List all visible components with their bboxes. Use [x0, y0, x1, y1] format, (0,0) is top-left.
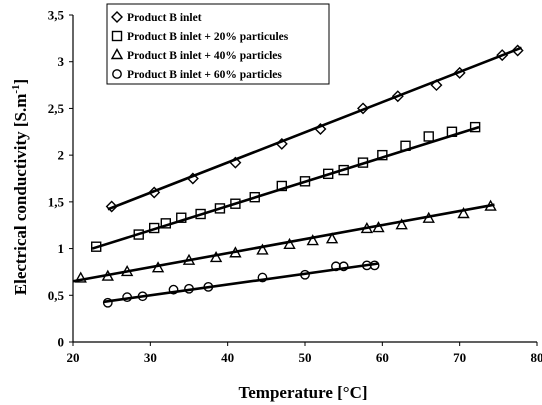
data-point-triangle: [120, 264, 134, 277]
data-point-circle: [122, 292, 133, 303]
data-point-triangle: [283, 237, 296, 250]
data-point-diamond: [357, 102, 369, 115]
x-tick-label: 70: [453, 350, 466, 365]
data-point-square: [299, 176, 311, 187]
data-point-square: [276, 180, 287, 192]
data-point-triangle: [209, 250, 223, 263]
y-axis-title: Electrical conductivity [S.m-1]: [10, 79, 30, 295]
trend-line-triangle: [72, 203, 495, 283]
data-point-square: [249, 191, 260, 203]
data-point-diamond: [186, 172, 199, 185]
legend-box: [106, 3, 330, 85]
data-point-square: [90, 241, 102, 252]
data-point-square: [195, 208, 206, 220]
x-tick-label: 20: [67, 350, 80, 365]
data-point-circle: [338, 261, 349, 272]
data-point-circle: [369, 260, 380, 271]
data-point-square: [148, 222, 160, 234]
data-point-square: [214, 203, 226, 214]
y-tick-label: 2,5: [48, 101, 65, 116]
data-point-square: [338, 164, 349, 176]
y-tick-label: 1,5: [48, 194, 65, 209]
data-point-triangle: [422, 211, 435, 223]
data-point-square: [176, 212, 187, 223]
data-point-diamond: [430, 79, 443, 92]
data-point-triangle: [306, 234, 319, 246]
legend-label: Product B inlet + 60% particles: [127, 69, 282, 81]
data-point-square: [133, 229, 144, 240]
legend: Product B inlet Product B inlet + 20% par…: [106, 3, 330, 85]
data-point-square: [423, 131, 434, 142]
data-point-square: [377, 149, 388, 161]
x-tick-label: 30: [144, 350, 157, 365]
data-point-circle: [102, 297, 113, 308]
x-tick-label: 60: [376, 350, 389, 365]
trend-lines: [72, 46, 523, 304]
legend-marker-triangle: [110, 48, 124, 60]
data-point-square: [446, 126, 458, 137]
data-point-triangle: [74, 271, 87, 283]
data-point-diamond: [511, 44, 524, 57]
y-axis-title-main: Electrical conductivity [S.m: [11, 94, 30, 296]
data-point-triangle: [372, 221, 385, 233]
tick-labels: 20 30 40 50 60 70 80 0 0,5 1 1,5 2 2,5 3 3,5: [48, 8, 542, 366]
legend-label: Product B inlet + 40% particles: [127, 50, 282, 62]
data-point-triangle: [395, 218, 408, 230]
data-point-circle: [203, 281, 214, 292]
data-point-triangle: [484, 199, 497, 211]
data-point-triangle: [325, 232, 339, 244]
data-point-diamond: [496, 49, 509, 62]
data-point-triangle: [151, 261, 165, 273]
x-axis-title: Temperature [°C]: [238, 383, 367, 402]
data-point-triangle: [360, 222, 374, 234]
data-point-square: [357, 157, 369, 168]
data-point-diamond: [105, 200, 118, 213]
data-point-diamond: [275, 137, 288, 150]
y-axis-title-superscript: -1: [10, 84, 22, 93]
legend-label: Product B inlet: [127, 12, 202, 24]
y-tick-label: 0: [58, 335, 65, 350]
data-point-square: [160, 218, 172, 229]
legend-marker-circle: [112, 69, 122, 79]
legend-marker-square: [111, 30, 123, 42]
y-axis-title-end: ]: [11, 79, 30, 85]
data-point-diamond: [453, 66, 466, 79]
y-tick-label: 1: [58, 241, 65, 256]
data-point-circle: [137, 291, 148, 302]
x-tick-label: 80: [531, 350, 542, 365]
y-tick-label: 0,5: [48, 288, 65, 303]
data-point-circle: [168, 284, 179, 295]
legend-label: Product B inlet + 20% particules: [127, 31, 289, 43]
data-point-triangle: [229, 246, 242, 258]
x-tick-label: 50: [299, 350, 312, 365]
data-point-diamond: [229, 156, 242, 169]
y-tick-label: 3: [58, 54, 65, 69]
data-point-triangle: [182, 253, 196, 265]
data-point-diamond: [148, 186, 161, 199]
data-point-circle: [257, 272, 268, 283]
data-point-triangle: [101, 269, 114, 281]
trend-line-diamond: [107, 46, 523, 211]
legend-marker-diamond: [111, 11, 123, 23]
data-point-circle: [184, 283, 194, 294]
data-point-triangle: [457, 207, 470, 219]
data-point-square: [400, 140, 411, 152]
x-tick-label: 40: [221, 350, 234, 365]
data-point-circle: [300, 269, 310, 280]
data-point-square: [230, 198, 241, 209]
data-point-square: [323, 168, 334, 180]
data-point-triangle: [256, 243, 269, 255]
data-markers: [74, 44, 524, 308]
data-point-diamond: [314, 122, 327, 135]
y-tick-label: 3,5: [48, 8, 65, 23]
data-point-square: [469, 121, 481, 133]
data-point-diamond: [391, 90, 404, 103]
y-tick-label: 2: [58, 148, 65, 163]
